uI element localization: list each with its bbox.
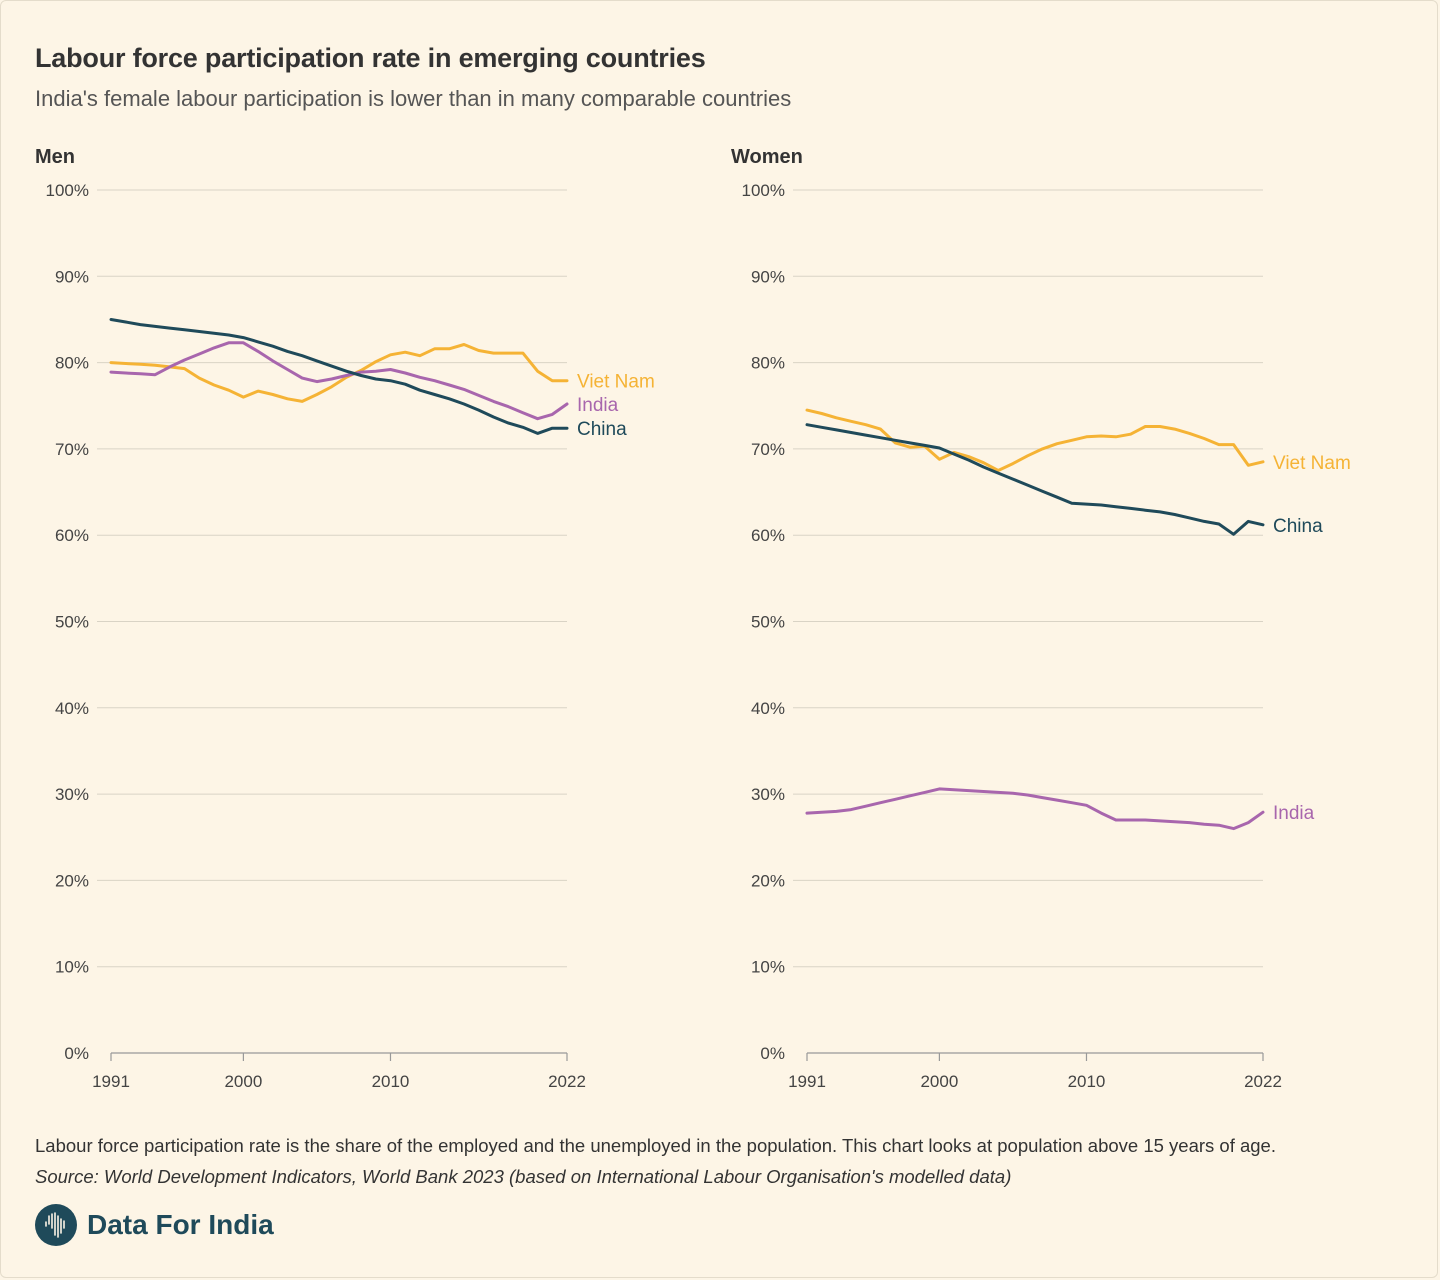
women-panel: Women 0% 10% 20% 30% 40% 50% 60% 70% 80% 90% 100% 19…	[731, 146, 1351, 1091]
source-note: Source: World Development Indicators, Wo…	[35, 1166, 1012, 1187]
y-tick-label: 50%	[55, 613, 89, 632]
series-label: Viet Nam	[1273, 453, 1351, 474]
men-panel: Men 0% 10% 20% 30% 40% 50% 60% 70% 80% 90% 100% 1991…	[35, 146, 655, 1091]
y-tick-label: 100%	[742, 181, 785, 200]
y-tick-label: 10%	[751, 958, 785, 977]
y-tick-label: 10%	[55, 958, 89, 977]
brand-name: Data For India	[87, 1209, 274, 1240]
x-tick-label: 1991	[92, 1072, 130, 1091]
brand[interactable]: Data For India	[35, 1204, 274, 1246]
series-line-india	[109, 341, 569, 421]
x-tick-label: 2010	[372, 1072, 410, 1091]
series-label: India	[577, 395, 619, 416]
panel-title: Men	[35, 146, 75, 168]
x-tick-label: 1991	[788, 1072, 826, 1091]
india-map-icon	[35, 1204, 77, 1246]
y-tick-label: 60%	[55, 526, 89, 545]
y-tick-label: 90%	[751, 267, 785, 286]
y-tick-label: 30%	[55, 785, 89, 804]
y-tick-label: 70%	[751, 440, 785, 459]
y-tick-label: 0%	[760, 1044, 785, 1063]
y-tick-label: 80%	[751, 354, 785, 373]
y-tick-label: 70%	[55, 440, 89, 459]
footnote: Labour force participation rate is the s…	[35, 1135, 1276, 1156]
series-line-china	[805, 423, 1265, 536]
x-tick-label: 2010	[1068, 1072, 1106, 1091]
chart-subtitle: India's female labour participation is l…	[35, 86, 792, 111]
chart-title: Labour force participation rate in emerg…	[35, 43, 706, 73]
y-tick-label: 100%	[46, 181, 89, 200]
series-line-viet-nam	[109, 343, 569, 403]
x-tick-label: 2022	[1244, 1072, 1282, 1091]
series-line-india	[805, 787, 1265, 831]
series-line-china	[109, 318, 569, 435]
y-tick-label: 40%	[55, 699, 89, 718]
series-label: India	[1273, 803, 1315, 824]
y-tick-label: 30%	[751, 785, 785, 804]
y-tick-label: 80%	[55, 354, 89, 373]
series-line-viet-nam	[805, 408, 1265, 472]
series-label: China	[577, 419, 627, 440]
x-tick-label: 2000	[224, 1072, 262, 1091]
y-tick-label: 20%	[55, 871, 89, 890]
charts-area: Men 0% 10% 20% 30% 40% 50% 60% 70% 80% 90% 100% 1991…	[35, 146, 1351, 1091]
series-label: China	[1273, 516, 1323, 537]
y-tick-label: 20%	[751, 871, 785, 890]
x-tick-label: 2000	[920, 1072, 958, 1091]
series-label: Viet Nam	[577, 372, 655, 393]
y-tick-label: 60%	[751, 526, 785, 545]
panel-title: Women	[731, 146, 803, 168]
x-tick-label: 2022	[548, 1072, 586, 1091]
y-tick-label: 0%	[64, 1044, 89, 1063]
y-tick-label: 90%	[55, 267, 89, 286]
y-tick-label: 50%	[751, 613, 785, 632]
y-tick-label: 40%	[751, 699, 785, 718]
